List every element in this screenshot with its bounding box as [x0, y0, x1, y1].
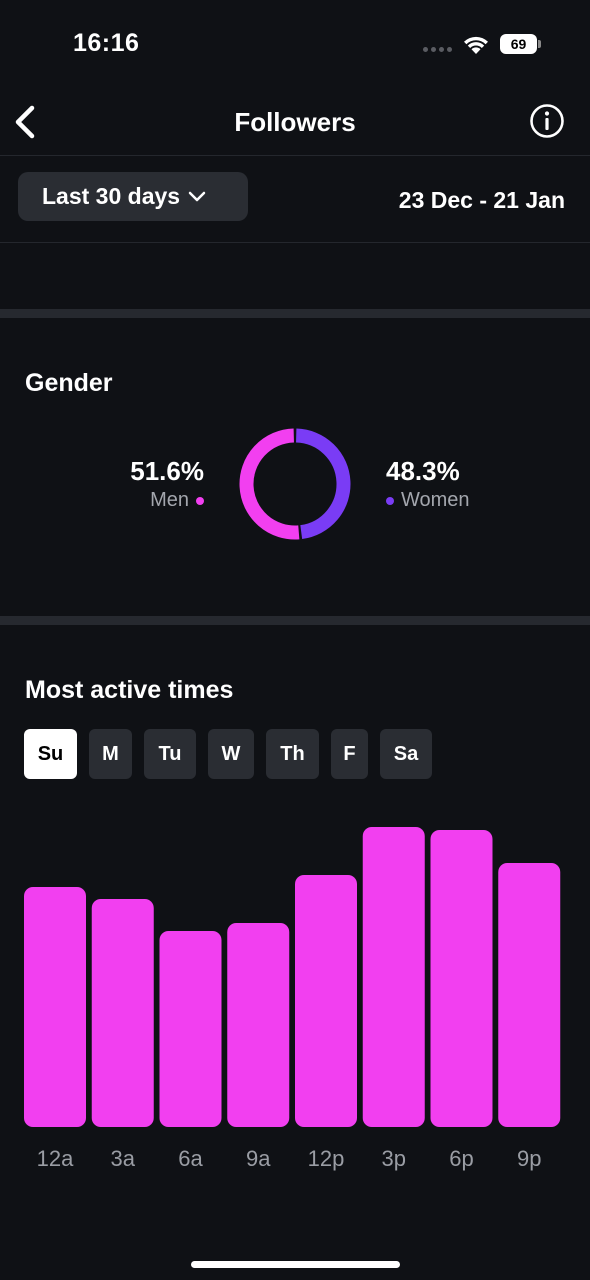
bar-12a[interactable]: [24, 887, 86, 1127]
info-circle-icon[interactable]: [529, 103, 565, 139]
women-donut-slice: [295, 428, 351, 540]
tab-wednesday[interactable]: W: [208, 729, 254, 779]
page-title: Followers: [234, 107, 356, 137]
header-divider: [0, 155, 590, 156]
gender-section-title: Gender: [25, 369, 113, 397]
women-legend-dot: [386, 496, 394, 505]
battery-level: 69: [500, 34, 537, 54]
tab-sunday[interactable]: Su: [24, 729, 77, 779]
active-times-bar-chart: 12a 3a 6a 9a 12p 3p 6p 9p: [24, 827, 561, 1171]
bar-12p[interactable]: [295, 875, 357, 1127]
bar-9p[interactable]: [498, 863, 561, 1127]
gender-donut-chart: [239, 428, 351, 540]
date-range-text: 23 Dec - 21 Jan: [398, 187, 565, 213]
chevron-left-icon[interactable]: [12, 104, 40, 140]
battery-icon: 69: [500, 34, 542, 54]
tab-friday[interactable]: F: [331, 729, 368, 779]
women-percent: 48.3%: [386, 456, 460, 486]
x-tick-label: 6a: [178, 1146, 203, 1171]
women-label: Women: [401, 489, 470, 511]
men-percent: 51.6%: [130, 456, 204, 486]
x-tick-label: 12p: [308, 1146, 345, 1171]
x-tick-label: 12a: [37, 1146, 74, 1171]
bar-9a[interactable]: [227, 923, 290, 1127]
status-time: 16:16: [73, 29, 140, 57]
nav-bar: Followers: [0, 90, 590, 155]
x-tick-label: 3p: [382, 1146, 406, 1171]
tab-monday[interactable]: M: [89, 729, 132, 779]
bar-6a[interactable]: [159, 931, 222, 1127]
x-tick-label: 6p: [449, 1146, 473, 1171]
men-label: Men: [150, 489, 189, 511]
men-donut-slice: [239, 428, 300, 540]
cellular-signal-icon: [423, 47, 452, 52]
active-times-section-title: Most active times: [25, 676, 234, 704]
x-tick-label: 3a: [111, 1146, 136, 1171]
status-bar: 16:16 69: [0, 0, 590, 90]
section-separator: [0, 616, 590, 625]
gender-men-stat: 51.6% Men: [130, 456, 204, 512]
gender-women-stat: 48.3% Women: [386, 456, 470, 512]
day-tabs: Su M Tu W Th F Sa: [24, 729, 432, 779]
men-legend-dot: [196, 496, 204, 505]
section-separator: [0, 309, 590, 318]
wifi-icon: [464, 36, 488, 54]
home-indicator: [191, 1261, 400, 1268]
filter-divider: [0, 242, 590, 243]
date-range-dropdown[interactable]: Last 30 days: [18, 172, 248, 221]
x-tick-label: 9p: [517, 1146, 541, 1171]
x-tick-label: 9a: [246, 1146, 271, 1171]
tab-thursday[interactable]: Th: [266, 729, 319, 779]
tab-saturday[interactable]: Sa: [380, 729, 432, 779]
bar-3a[interactable]: [91, 899, 154, 1127]
bar-3p[interactable]: [362, 827, 425, 1127]
tab-tuesday[interactable]: Tu: [144, 729, 196, 779]
bar-6p[interactable]: [430, 830, 493, 1127]
chevron-down-icon: [188, 191, 206, 201]
date-range-dropdown-label: Last 30 days: [42, 183, 181, 209]
